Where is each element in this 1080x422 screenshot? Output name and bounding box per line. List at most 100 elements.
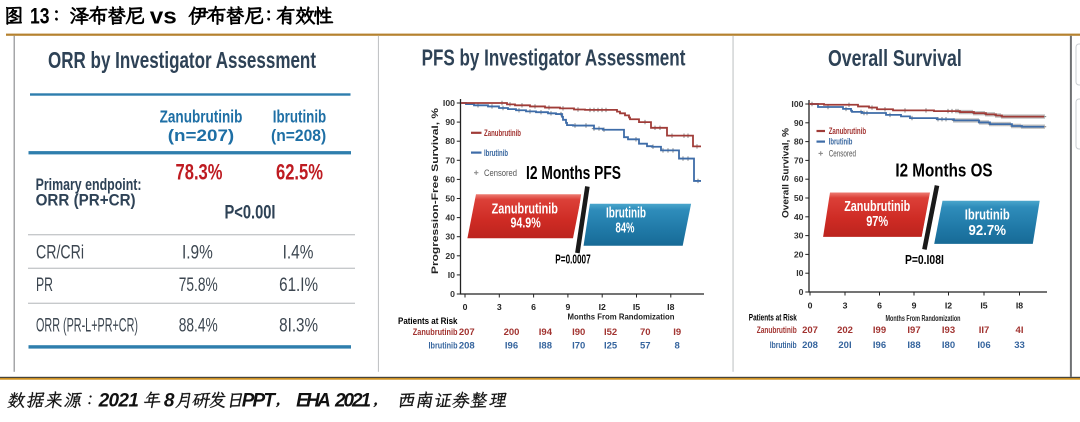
svg-text:I88: I88 <box>539 341 552 352</box>
svg-text:Zanubrutinib: Zanubrutinib <box>484 128 521 138</box>
svg-text:(n=208): (n=208) <box>271 127 326 145</box>
svg-text:Patients at Risk: Patients at Risk <box>749 312 797 323</box>
svg-text:40: 40 <box>445 213 455 223</box>
svg-text:70: 70 <box>640 327 651 338</box>
svg-text:20I: 20I <box>838 340 851 351</box>
svg-text:8I.3%: 8I.3% <box>279 315 318 336</box>
svg-text:Censored: Censored <box>829 149 856 159</box>
svg-text:Ibrutinib: Ibrutinib <box>484 148 508 158</box>
svg-text:I25: I25 <box>604 341 618 352</box>
svg-text:70: 70 <box>445 155 455 165</box>
svg-text:II7: II7 <box>979 325 990 336</box>
svg-text:ORR (PR-L+PR+CR): ORR (PR-L+PR+CR) <box>36 315 138 336</box>
svg-text:9: 9 <box>565 302 570 312</box>
svg-text:(n=207): (n=207) <box>168 127 234 145</box>
svg-text:I5: I5 <box>980 301 987 311</box>
svg-text:40: 40 <box>794 212 804 222</box>
svg-text:Zanubrutinib: Zanubrutinib <box>413 327 458 338</box>
svg-text:0: 0 <box>799 287 804 297</box>
svg-text:I96: I96 <box>873 340 886 351</box>
svg-text:Zanubrutinib: Zanubrutinib <box>160 106 243 126</box>
svg-text:P=0.0007: P=0.0007 <box>555 252 590 267</box>
svg-text:I00: I00 <box>791 99 803 109</box>
svg-text:20: 20 <box>445 251 455 261</box>
svg-text:I94: I94 <box>539 327 553 338</box>
svg-text:P=0.I08I: P=0.I08I <box>905 252 944 267</box>
svg-text:61.I%: 61.I% <box>279 275 318 296</box>
svg-text:Primary endpoint:: Primary endpoint: <box>36 175 142 194</box>
svg-text:CR/CRi: CR/CRi <box>36 242 84 263</box>
svg-text:Ibrutinib: Ibrutinib <box>429 341 458 352</box>
svg-text:8: 8 <box>675 341 680 352</box>
svg-text:3: 3 <box>843 301 848 311</box>
svg-text:208: 208 <box>459 341 475 352</box>
svg-text:4I: 4I <box>1016 325 1024 336</box>
svg-text:P<0.00I: P<0.00I <box>225 203 276 224</box>
svg-text:vs: vs <box>150 4 177 29</box>
svg-text:I97: I97 <box>907 325 920 336</box>
svg-text:60: 60 <box>445 174 455 184</box>
svg-text:0: 0 <box>463 302 468 312</box>
svg-text:ORR by Investigator Assessment: ORR by Investigator Assessment <box>48 47 316 73</box>
svg-text:I2: I2 <box>945 301 952 311</box>
svg-text:Ibrutinib: Ibrutinib <box>829 137 853 147</box>
svg-text:2021: 2021 <box>98 390 139 411</box>
svg-text:50: 50 <box>445 194 455 204</box>
svg-text:Overall Survival, %: Overall Survival, % <box>781 127 792 218</box>
svg-text:I96: I96 <box>505 341 518 352</box>
svg-text:I90: I90 <box>572 327 585 338</box>
svg-text:88.4%: 88.4% <box>179 315 218 336</box>
svg-text:6: 6 <box>531 302 536 312</box>
svg-text:I70: I70 <box>572 341 585 352</box>
svg-text:30: 30 <box>445 232 455 242</box>
svg-text:I2 Months PFS: I2 Months PFS <box>526 162 621 183</box>
svg-text:I80: I80 <box>942 340 955 351</box>
svg-text:90: 90 <box>794 118 804 128</box>
svg-text:Censored: Censored <box>484 168 517 178</box>
svg-text:I0: I0 <box>796 268 803 278</box>
svg-text:I00: I00 <box>443 98 455 108</box>
svg-text:78.3%: 78.3% <box>176 159 223 184</box>
svg-text:80: 80 <box>794 137 804 147</box>
svg-text:Ibrutinib: Ibrutinib <box>273 106 327 126</box>
svg-text:Ibrutinib: Ibrutinib <box>606 206 646 222</box>
svg-text:Progression-Free Survival, %: Progression-Free Survival, % <box>430 107 441 274</box>
svg-text:I5: I5 <box>633 302 640 312</box>
svg-text:57: 57 <box>640 341 651 352</box>
svg-text:75.8%: 75.8% <box>179 275 218 296</box>
svg-text:I9: I9 <box>673 327 681 338</box>
svg-text:207: 207 <box>802 325 818 336</box>
svg-text:20: 20 <box>794 249 804 259</box>
svg-text:13: 13 <box>30 4 50 29</box>
svg-text:80: 80 <box>445 136 455 146</box>
svg-text:Overall Survival: Overall Survival <box>828 45 962 71</box>
svg-text:Ibrutinib: Ibrutinib <box>770 340 797 351</box>
svg-text:50: 50 <box>794 193 804 203</box>
svg-text:6: 6 <box>877 301 882 311</box>
svg-text:I2: I2 <box>599 302 606 312</box>
svg-text:I8: I8 <box>667 302 674 312</box>
svg-text:I52: I52 <box>604 327 617 338</box>
svg-text:207: 207 <box>459 327 475 338</box>
svg-text:94.9%: 94.9% <box>510 216 540 232</box>
svg-text:Ibrutinib: Ibrutinib <box>965 208 1010 224</box>
svg-text:8: 8 <box>164 390 175 411</box>
svg-text:PR: PR <box>36 275 53 296</box>
svg-text:97%: 97% <box>866 214 888 230</box>
svg-text:I0: I0 <box>448 270 455 280</box>
svg-text:I99: I99 <box>873 325 886 336</box>
svg-text:200: 200 <box>504 327 520 338</box>
svg-text:I8: I8 <box>1016 301 1023 311</box>
svg-text:Zanubrutinib: Zanubrutinib <box>492 201 558 217</box>
svg-text:I.4%: I.4% <box>283 242 314 263</box>
svg-text:ORR (PR+CR): ORR (PR+CR) <box>36 191 136 210</box>
svg-text:Months From Randomization: Months From Randomization <box>886 314 961 323</box>
svg-text:I.9%: I.9% <box>182 242 213 263</box>
svg-text:Zanubrutinib: Zanubrutinib <box>844 199 910 215</box>
svg-text:202: 202 <box>837 325 853 336</box>
svg-text:I06: I06 <box>977 340 990 351</box>
svg-text:Zanubrutinib: Zanubrutinib <box>829 126 867 136</box>
svg-text:I88: I88 <box>907 340 920 351</box>
svg-text:208: 208 <box>802 340 818 351</box>
svg-text:I2 Months OS: I2 Months OS <box>895 160 992 181</box>
